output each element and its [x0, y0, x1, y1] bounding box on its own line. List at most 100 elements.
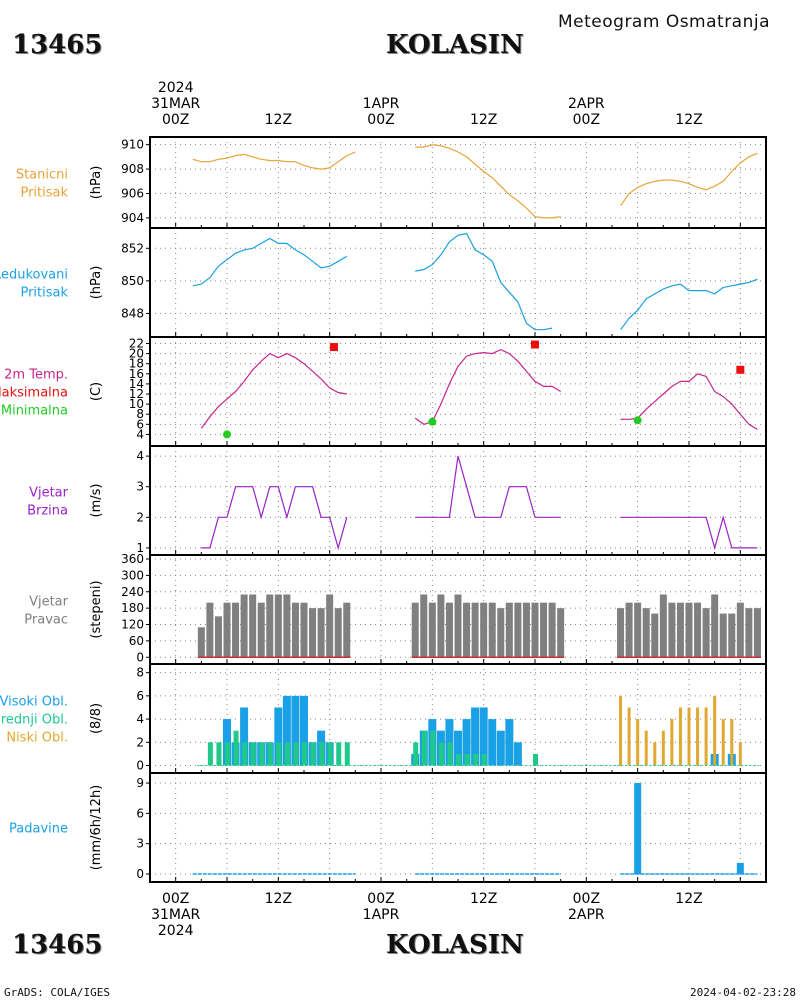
product-title: Meteogram Osmatranja	[558, 12, 771, 32]
temperature-series-line	[620, 373, 758, 430]
temperature-label-line: Maksimalna	[0, 386, 68, 401]
reduced-pressure-unit-label: (hPa)	[89, 266, 104, 300]
y-tick-label: 6	[136, 417, 144, 431]
y-tick-label: 4	[136, 449, 144, 463]
wind-direction-bar	[514, 602, 522, 658]
cloud-high-bar	[496, 730, 505, 766]
wind-direction-bar	[197, 627, 205, 658]
temperature-series-line	[200, 352, 347, 429]
y-tick-label: 0	[136, 759, 144, 773]
y-tick-label: 10	[129, 397, 144, 411]
wind-direction-label-line: Pravac	[24, 613, 68, 628]
cloud-low-bar	[730, 719, 734, 766]
cloud-mid-bar	[336, 742, 342, 766]
wind-direction-bar	[745, 608, 753, 658]
reduced-pressure-series-line	[415, 232, 553, 331]
y-tick-label: 18	[129, 357, 144, 371]
cloud-mid-bar	[216, 742, 222, 766]
cloud-mid-bar	[207, 742, 213, 766]
cloud-high-bar	[462, 719, 471, 766]
y-tick-label: 4	[136, 427, 144, 441]
precipitation-unit-label: (mm/6h/12h)	[89, 785, 104, 871]
y-tick-label: 9	[136, 776, 144, 790]
cloud-low-bar	[704, 707, 708, 766]
wind-direction-bar	[540, 602, 548, 658]
cloud-high-bar	[300, 695, 308, 766]
wind-direction-bar	[694, 602, 702, 658]
station-pressure-unit-label: (hPa)	[89, 166, 104, 200]
cloud-mid-bar	[310, 742, 316, 766]
y-tick-label: 2	[136, 510, 144, 524]
cloud-low-bar	[619, 695, 623, 766]
cloud-mid-bar	[242, 742, 248, 766]
wind-direction-bar	[317, 608, 325, 658]
footer-timestamp: 2024-04-02-23:28	[690, 986, 796, 999]
cloud-mid-bar	[225, 742, 230, 766]
y-tick-label: 3	[136, 480, 144, 494]
wind-direction-bar	[274, 594, 282, 658]
temperature-series-line	[414, 348, 562, 425]
tmin-marker	[428, 417, 437, 426]
y-tick-label: 4	[136, 712, 144, 726]
time-label-top: 31MAR	[151, 96, 200, 112]
cloud-mid-bar	[533, 753, 538, 766]
cloud-mid-bar	[327, 742, 333, 766]
cloud-mid-bar	[473, 753, 479, 766]
cloud-low-bar	[653, 742, 657, 766]
y-tick-label: 16	[129, 367, 144, 381]
station-name-top: KOLASIN	[386, 30, 524, 60]
wind-direction-bar	[728, 613, 736, 658]
time-label-top: 12Z	[265, 112, 292, 128]
panel-frame	[149, 445, 767, 556]
cloud-mid-bar	[259, 742, 265, 766]
wind-direction-bar	[676, 602, 684, 658]
wind-direction-bar	[463, 602, 471, 658]
y-tick-label: 22	[129, 337, 144, 351]
wind-direction-bar	[625, 602, 633, 658]
cloud-mid-bar	[250, 742, 256, 766]
wind-speed-label-line: Brzina	[27, 504, 68, 519]
y-tick-label: 0	[136, 650, 144, 664]
tmax-marker	[531, 340, 539, 349]
y-tick-label: 852	[121, 241, 144, 255]
wind-direction-bar	[522, 602, 530, 658]
time-label-bottom: 12Z	[470, 891, 497, 907]
wind-direction-bar	[668, 602, 676, 658]
cloud-low-bar	[687, 707, 691, 766]
wind-speed-series-line	[620, 515, 758, 551]
tmin-marker	[633, 416, 642, 425]
y-tick-label: 2	[136, 735, 144, 749]
station-pressure-label-line: Pritisak	[20, 186, 68, 201]
cloud-high-bar	[471, 707, 480, 766]
cloud-cover-label-line: Visoki Obl.	[0, 695, 68, 710]
time-label-bottom: 2024	[158, 923, 194, 939]
cloud-low-bar	[644, 730, 648, 766]
wind-direction-bar	[685, 602, 693, 658]
wind-direction-bar	[326, 594, 334, 658]
wind-direction-bar	[437, 594, 445, 658]
cloud-mid-bar	[421, 730, 427, 766]
panel-frame	[149, 227, 767, 338]
temperature-label-line: 2m Temp.	[4, 368, 68, 383]
y-tick-label: 180	[121, 601, 144, 615]
wind-speed-series-line	[201, 486, 348, 551]
reduced-pressure-label-line: Redukovani	[0, 268, 68, 283]
tmax-marker	[736, 365, 745, 374]
wind-direction-bar	[505, 602, 513, 658]
wind-speed-unit-label: (m/s)	[89, 484, 104, 518]
precip-bar	[736, 862, 744, 874]
cloud-high-bar	[513, 742, 522, 766]
cloud-mid-bar	[438, 742, 444, 766]
cloud-mid-bar	[276, 742, 282, 766]
wind-direction-bar	[334, 608, 342, 658]
cloud-mid-bar	[464, 753, 470, 766]
wind-direction-bar	[497, 608, 505, 658]
cloud-mid-bar	[344, 742, 350, 766]
wind-direction-bar	[651, 613, 659, 658]
y-tick-label: 908	[121, 162, 144, 176]
y-tick-label: 906	[121, 186, 144, 200]
wind-direction-bar	[711, 594, 719, 658]
cloud-mid-bar	[233, 730, 239, 766]
precipitation-label-line: Padavine	[9, 822, 68, 837]
wind-direction-bar	[617, 608, 625, 658]
